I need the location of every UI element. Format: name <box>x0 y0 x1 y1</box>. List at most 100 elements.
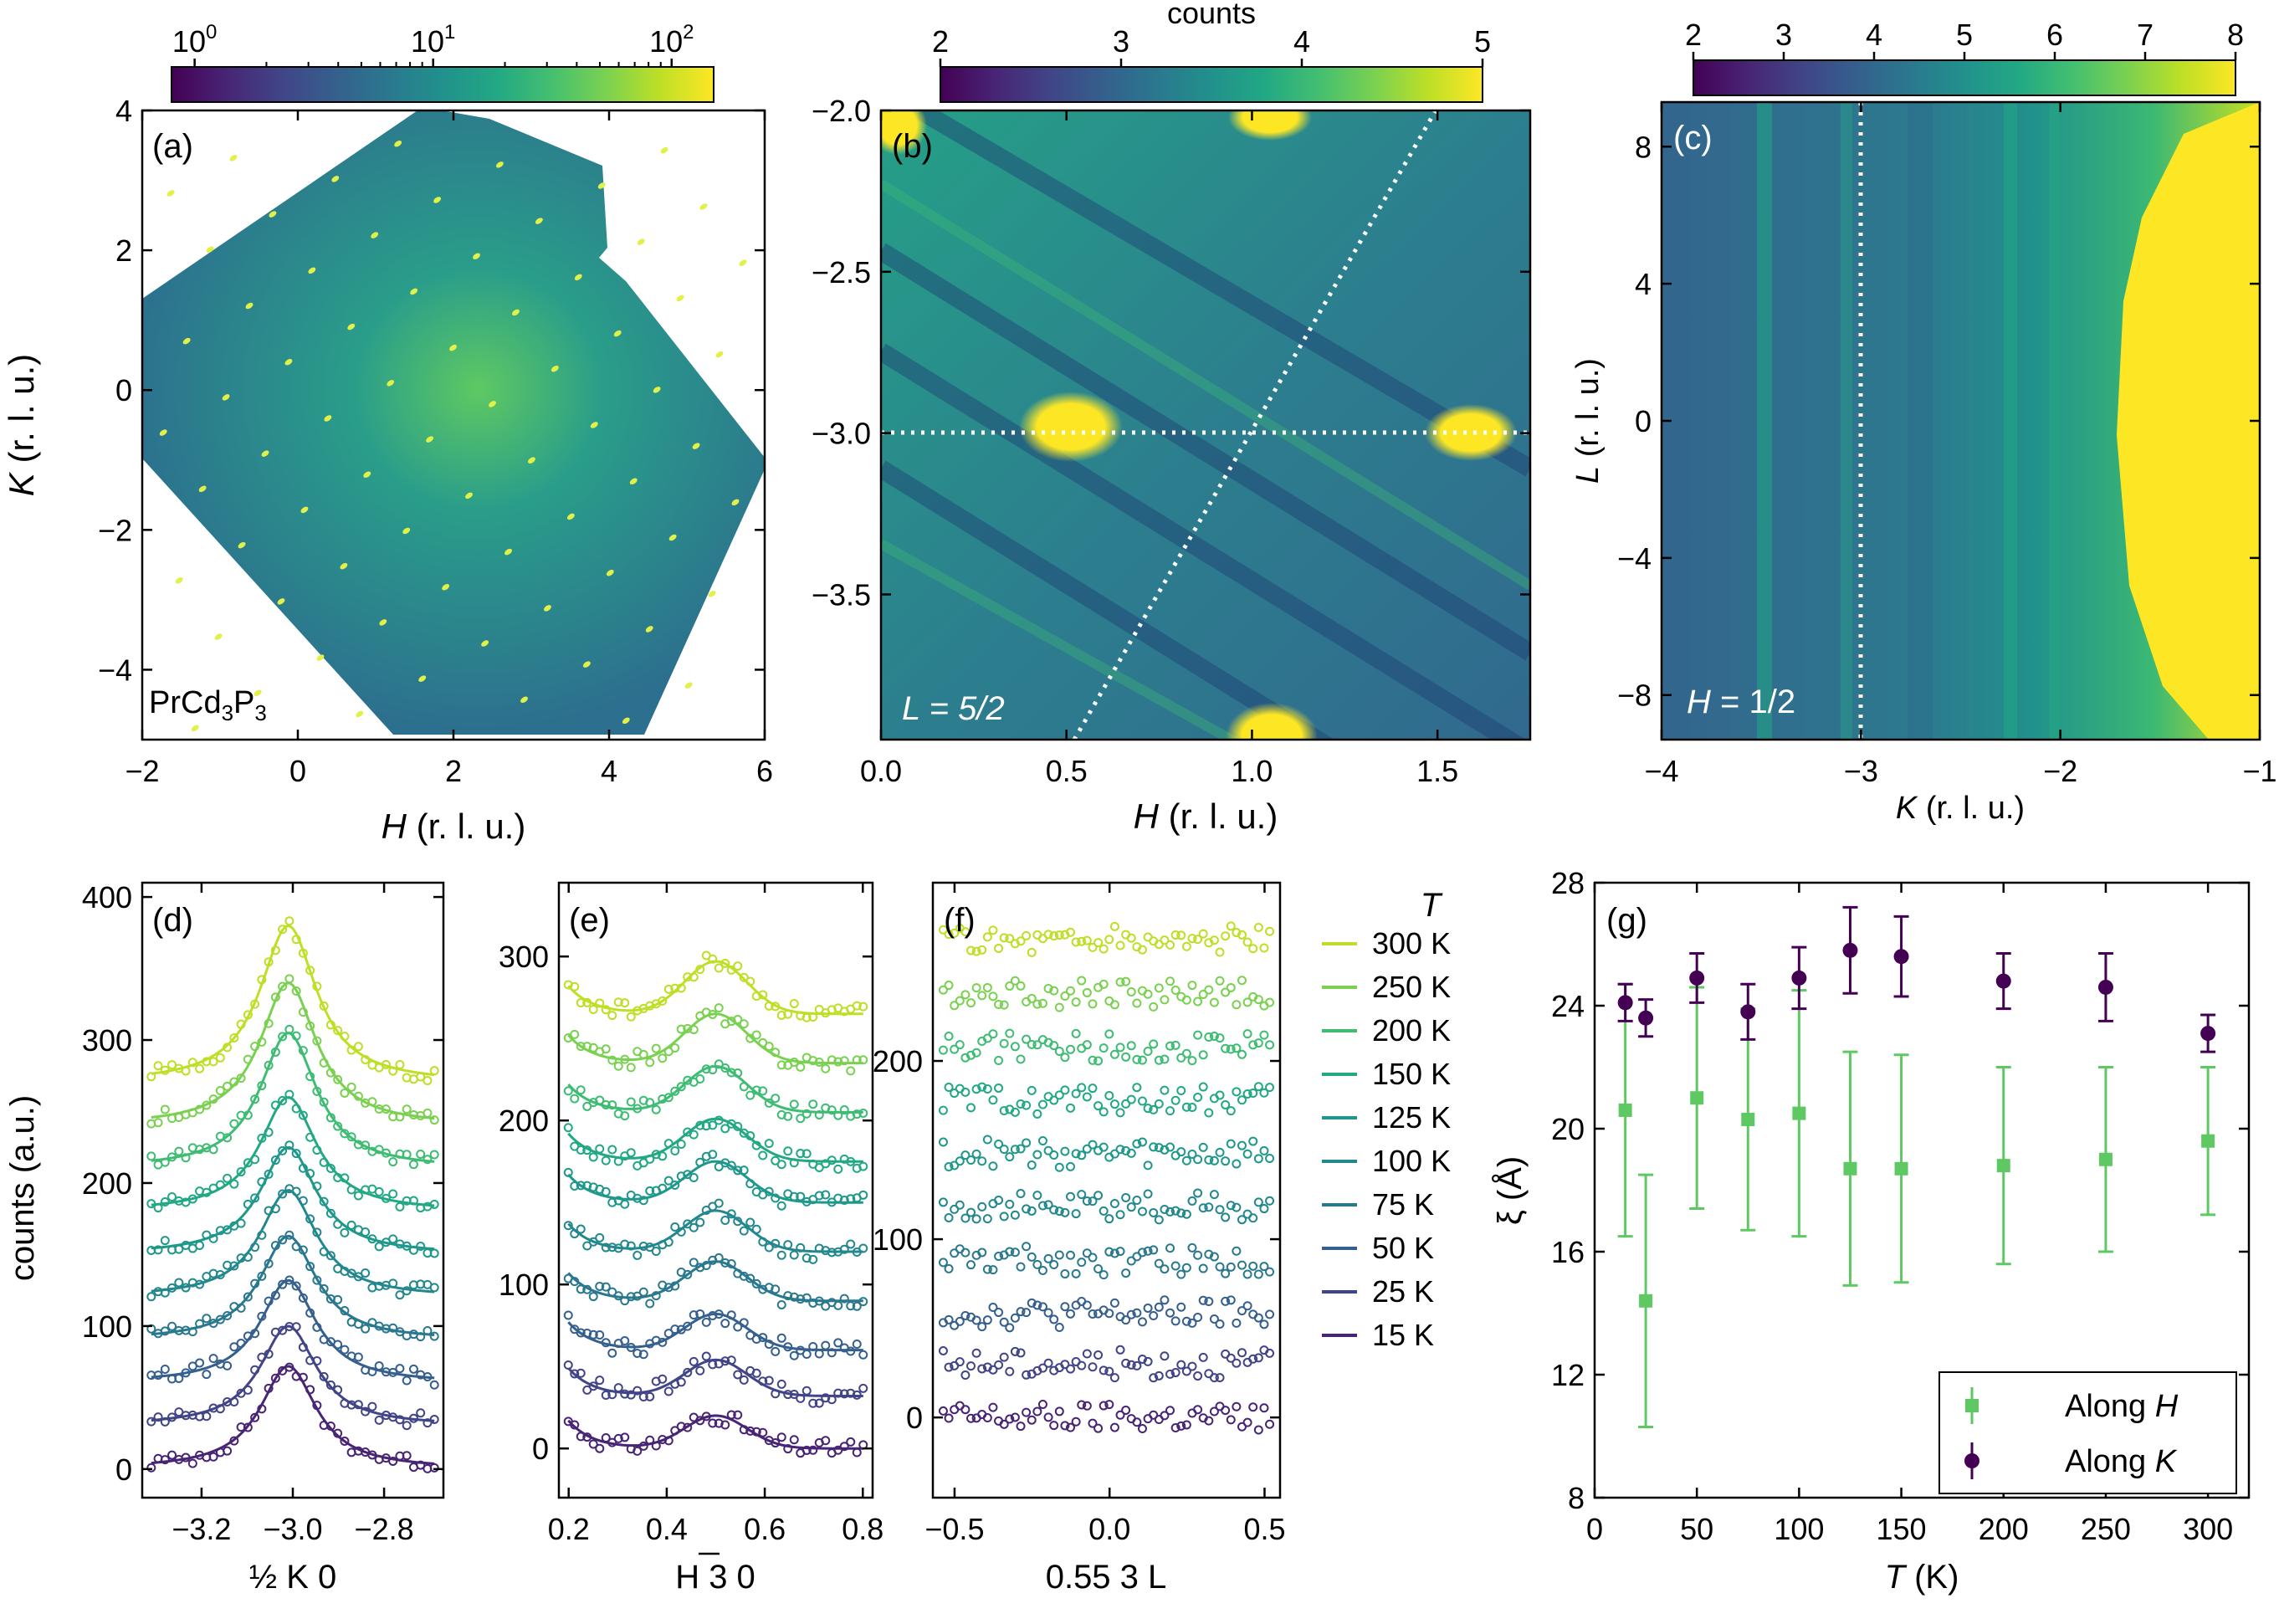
f-point <box>1054 930 1064 940</box>
f-point <box>1005 1323 1015 1333</box>
e-point <box>695 1416 705 1426</box>
e-point <box>582 1432 592 1442</box>
e-point <box>620 1432 630 1442</box>
f-point <box>1237 930 1247 940</box>
e-point <box>776 1333 786 1343</box>
d-point <box>325 1380 335 1390</box>
f-point <box>1043 1308 1053 1318</box>
bragg-peak <box>347 323 356 330</box>
f-point <box>999 1212 1009 1222</box>
d-point <box>174 1244 184 1254</box>
f-point <box>1232 1159 1242 1169</box>
f-point <box>1121 1358 1131 1368</box>
e-fit-line-4 <box>567 1209 863 1253</box>
d-point <box>381 1059 391 1069</box>
f-point <box>1181 1048 1191 1058</box>
b-ytick-label-1: −2.5 <box>812 255 871 289</box>
f-point <box>1005 1152 1015 1162</box>
e-point <box>663 1176 673 1186</box>
d-point <box>429 1150 439 1160</box>
f-point <box>1160 1351 1170 1361</box>
f-point <box>1060 1360 1070 1370</box>
f-point <box>1154 1370 1164 1381</box>
e-point <box>607 1287 617 1297</box>
d-point <box>423 1108 433 1118</box>
e-point <box>601 1391 611 1401</box>
f-point <box>1248 1040 1258 1050</box>
d-point <box>305 1385 315 1395</box>
d-point <box>367 1450 377 1460</box>
f-point <box>1226 1139 1236 1149</box>
e-point <box>601 1282 611 1292</box>
f-point <box>1137 1096 1147 1106</box>
d-point <box>291 1186 301 1196</box>
d-point <box>167 1450 177 1460</box>
f-point <box>1143 1246 1153 1256</box>
e-point <box>846 1239 856 1249</box>
e-point <box>570 981 580 991</box>
peak-b-2 <box>1425 404 1517 461</box>
a-ytick-label-4: −4 <box>98 653 132 687</box>
d-point <box>229 1032 239 1043</box>
f-point <box>1115 977 1125 987</box>
d-point <box>278 1365 288 1376</box>
f-point <box>1221 931 1231 941</box>
d-point <box>298 1293 308 1303</box>
d-point <box>429 1331 439 1341</box>
g-ytick-label-5: 28 <box>1551 866 1585 900</box>
e-point <box>582 1042 592 1052</box>
annotation-c: H = 1/2 <box>1687 684 1795 720</box>
a-xtick-label-4: 6 <box>756 754 773 788</box>
f-point <box>1237 1140 1247 1150</box>
f-point <box>1126 987 1136 997</box>
e-point <box>563 1123 573 1133</box>
e-point <box>645 1299 655 1309</box>
d-point <box>229 1077 239 1087</box>
c-ytick-label-0: 8 <box>1635 130 1652 164</box>
panel-b: 2 3 4 5 counts 0.0 0.5 1.0 1.5 −2.0 −2.5 −3.0 −3.5… <box>812 0 1532 836</box>
f-point <box>1082 1300 1092 1310</box>
f-point <box>1126 1256 1136 1266</box>
f-point <box>1109 1298 1119 1308</box>
e-point <box>563 1310 573 1320</box>
e-point <box>663 1093 673 1103</box>
e-point <box>613 1383 623 1393</box>
d-point <box>395 1201 405 1212</box>
bragg-peak <box>261 450 269 457</box>
f-point <box>1027 1415 1037 1425</box>
d-point <box>250 999 260 1009</box>
e-point <box>595 1376 605 1386</box>
d-point <box>181 1153 191 1163</box>
f-point <box>1109 1248 1119 1258</box>
f-point <box>1232 1043 1242 1053</box>
f-point <box>1193 996 1203 1007</box>
f-point <box>955 1040 965 1050</box>
f-point <box>982 1412 992 1422</box>
f-point <box>971 1348 981 1358</box>
f-point <box>1016 1054 1026 1064</box>
e-series-8 <box>563 1003 868 1076</box>
bragg-peak <box>254 689 262 697</box>
f-point <box>1170 1261 1180 1271</box>
d-point <box>181 1066 191 1076</box>
e-point <box>620 1296 630 1306</box>
f-point <box>1143 1104 1153 1114</box>
f-point <box>1198 1203 1208 1213</box>
d-ytick-label-0: 0 <box>115 1452 132 1487</box>
e-point <box>789 1158 799 1168</box>
f-point <box>988 1402 998 1412</box>
e-fit-line-5 <box>567 1160 863 1204</box>
f-point <box>1198 1050 1208 1060</box>
d-point <box>340 1032 350 1042</box>
f-point <box>1176 1302 1186 1312</box>
e-point <box>620 1389 630 1399</box>
g-xtick-label-5: 250 <box>2081 1512 2131 1546</box>
e-point <box>801 1350 812 1360</box>
d-point <box>202 1230 212 1240</box>
f-point <box>1226 982 1236 992</box>
f-point <box>1215 947 1225 957</box>
f-point <box>988 1095 998 1105</box>
f-point <box>1226 1415 1236 1425</box>
f-point <box>1016 981 1026 991</box>
